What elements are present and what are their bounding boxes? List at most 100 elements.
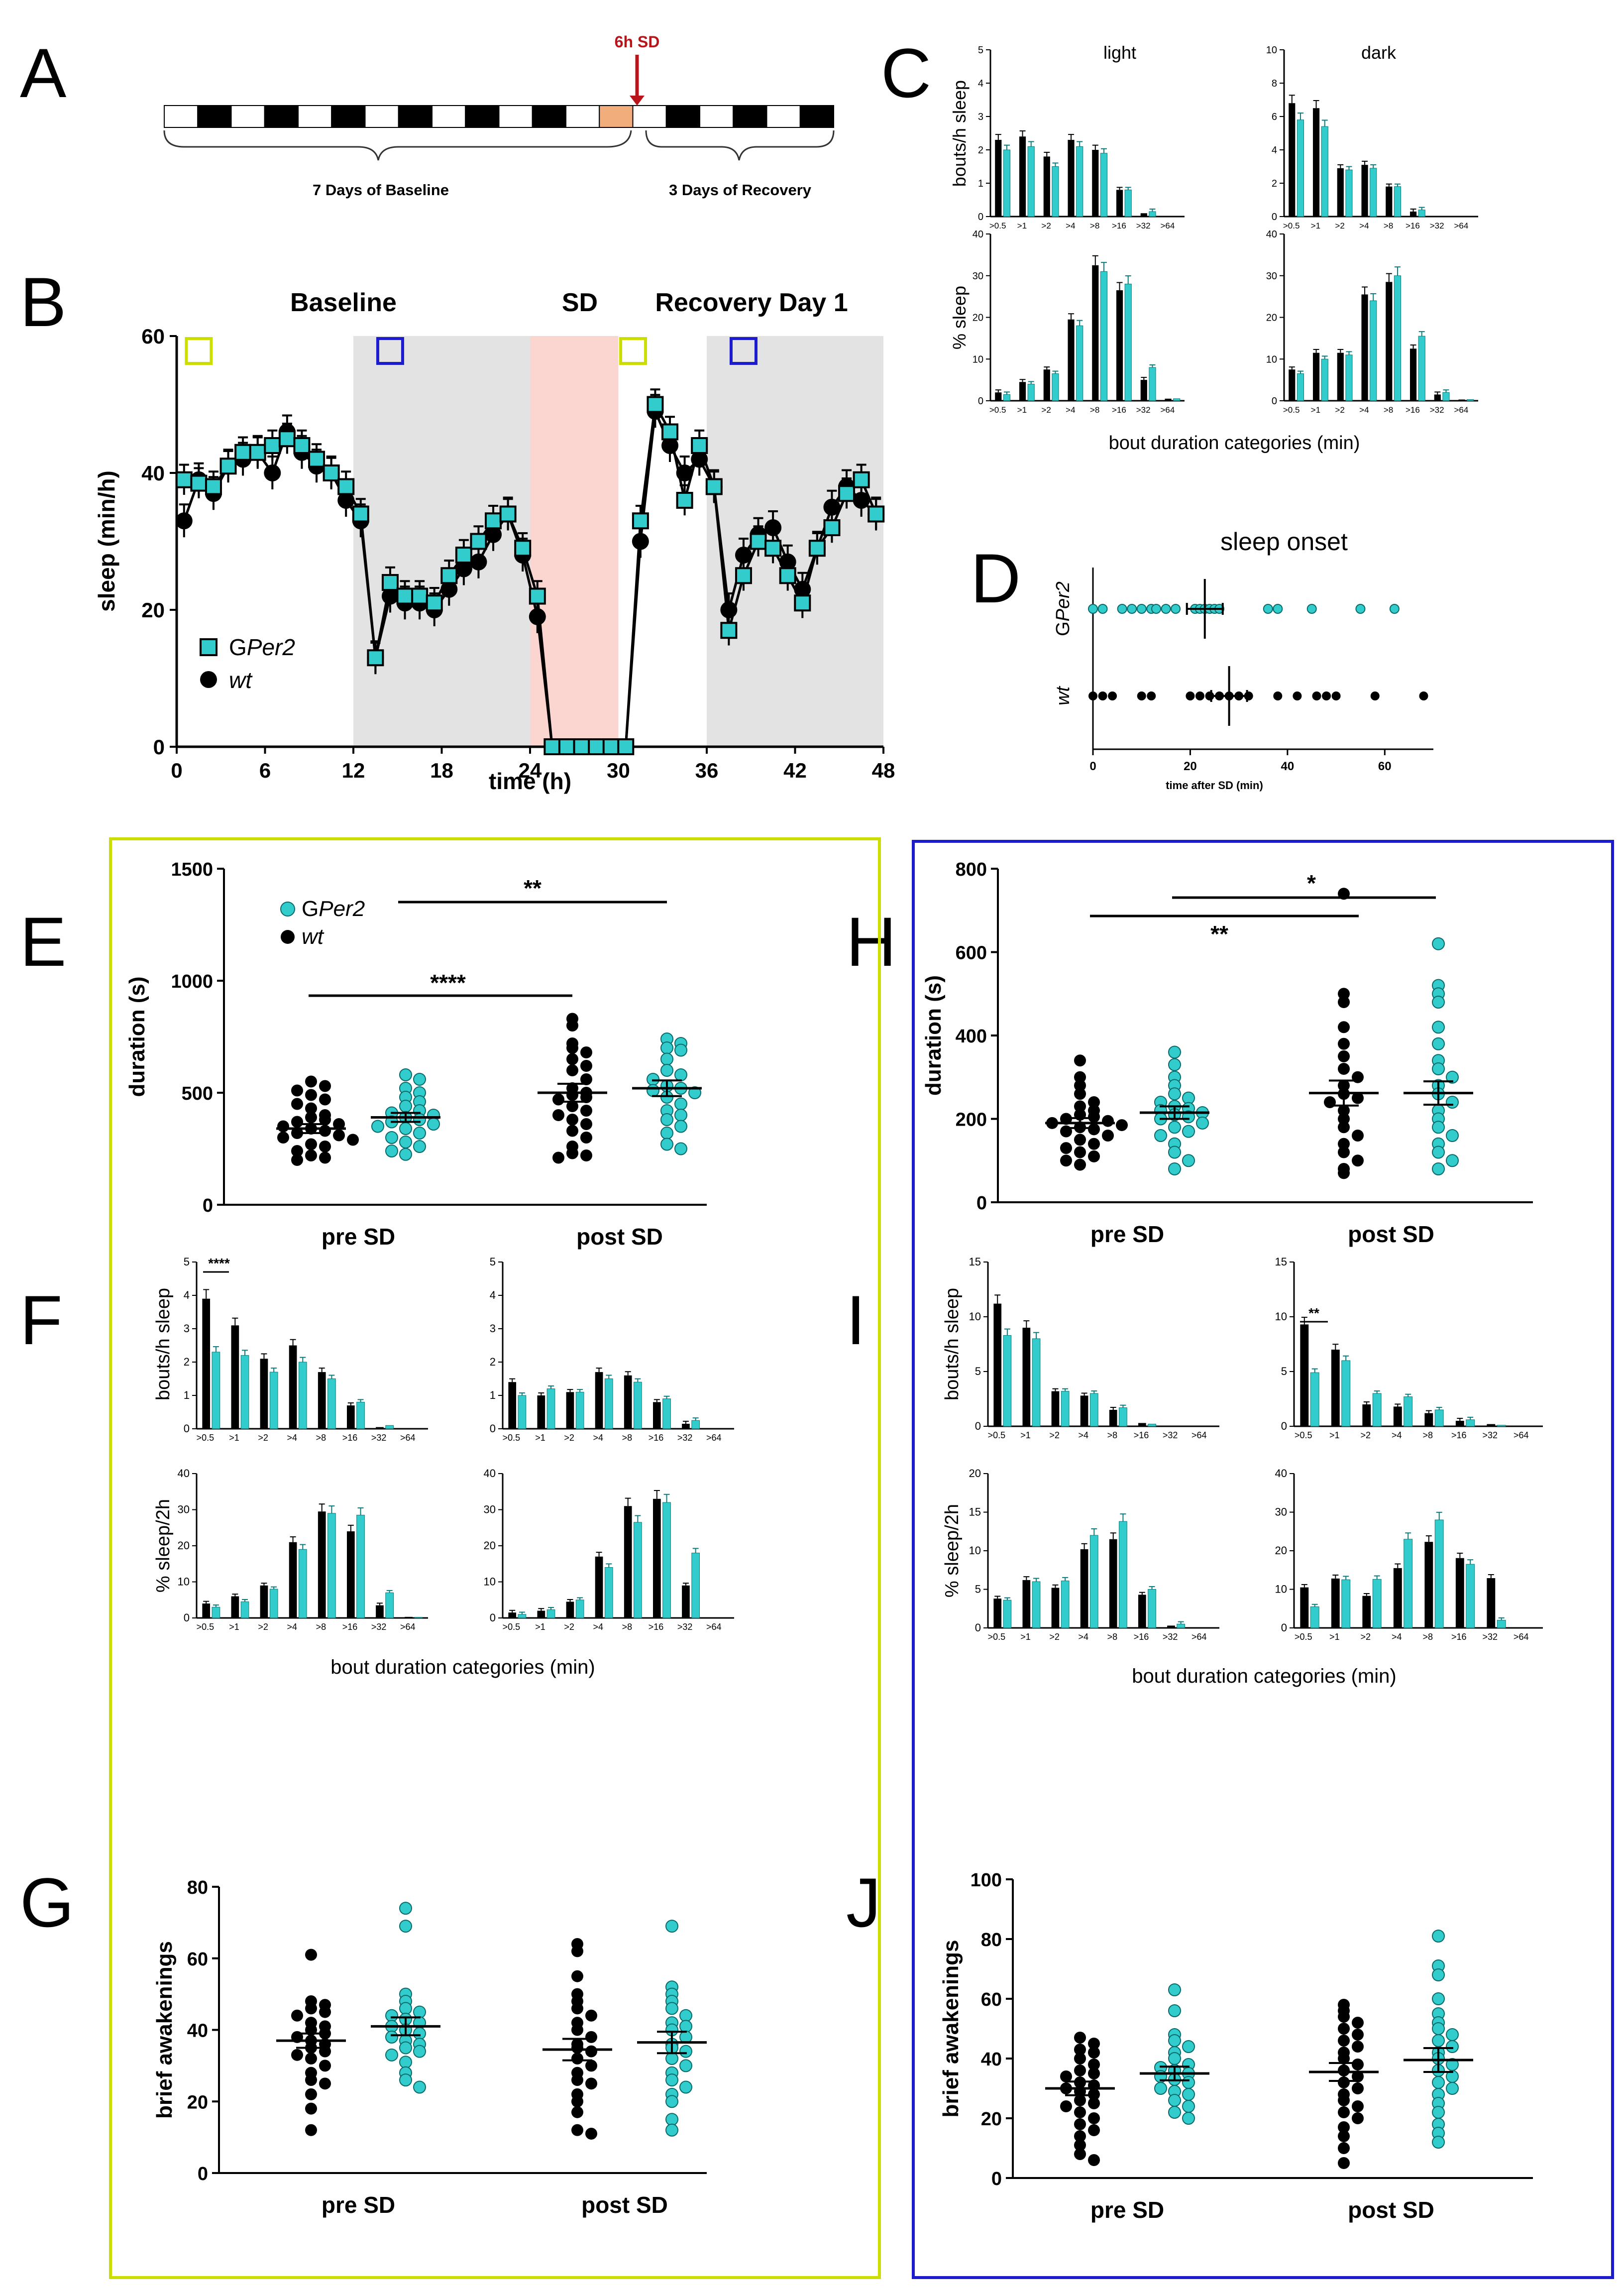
bar-category-label: >0.5 [197,1433,215,1443]
legend-wt-label: wt [302,924,325,949]
wt-bar [652,1498,661,1618]
gper2-bar [1434,1519,1444,1628]
bar-category-label: >32 [371,1622,387,1632]
wt-dot [1074,1079,1086,1092]
wt-dot [1338,2130,1350,2142]
y-tick-label: 0 [976,1193,987,1214]
gper2-dot [1432,2106,1445,2119]
bar-category-label: >16 [1451,1430,1467,1440]
wt-dot [585,2077,597,2090]
group-label: pre SD [322,2192,395,2218]
wt-dot [1352,2041,1364,2053]
gper2-point [853,471,870,488]
wt-dot [319,1093,331,1106]
wt-bar [260,1359,268,1429]
gper2-point [573,738,590,755]
x-tick-label: 24 [519,759,542,782]
bar-y-tick-label: 30 [1266,271,1277,282]
wt-dot [566,1053,578,1065]
bar-category-label: >8 [1384,221,1393,230]
gper2-bar [691,1420,700,1429]
bar-category-label: >2 [564,1622,574,1632]
bar-y-tick-label: 5 [978,45,983,56]
wt-bar [231,1325,239,1429]
bar-category-label: >8 [1107,1430,1118,1440]
wt-dot [1338,2106,1350,2118]
bar-y-tick-label: 2 [184,1356,190,1368]
gper2-dot [399,2056,412,2069]
gper2-dot [385,1145,398,1157]
gper2-point [352,505,369,523]
gper2-bar [1345,169,1353,217]
timeline-block [599,105,634,128]
wt-dot [333,1129,345,1142]
gper2-bar [1404,1396,1413,1427]
panel-letter-c: C [881,34,931,112]
bar-y-tick-label: 20 [1275,1544,1287,1557]
wt-bar [1312,108,1320,217]
gper2-bar [1124,284,1132,401]
wt-bar [1424,1413,1433,1426]
x-tick-label: 12 [342,759,365,782]
gper2-point [219,458,237,475]
wt-dot [1338,1063,1350,1075]
bar-y-tick-label: 40 [973,229,983,240]
bar-category-label: >32 [1482,1632,1498,1642]
baseline-dark-shade [353,336,530,747]
gper2-point [720,622,738,639]
bar-category-label: >16 [649,1622,664,1632]
bar-category-label: >64 [1160,221,1175,230]
x-axis-label: bout duration categories (min) [1109,433,1360,454]
wt-point [823,498,841,516]
gper2-onset-point [1389,604,1400,614]
bar-category-label: >0.5 [197,1622,215,1632]
wt-bar [566,1602,574,1618]
bar-y-tick-label: 10 [1275,1583,1287,1596]
phase-label-recovery: Recovery Day 1 [655,288,848,317]
wt-dot [1352,2059,1364,2070]
gper2-bar [1052,373,1059,401]
wt-dot [277,1132,289,1144]
group-label: post SD [581,2192,668,2218]
wt-bar [1080,1549,1088,1628]
gper2-bar [385,1592,394,1618]
gper2-dot [679,2020,692,2033]
panel-title-light: light [1103,42,1136,63]
bar-category-label: >64 [1454,405,1468,415]
wt-dot [580,1046,592,1058]
gper2-point [278,430,296,448]
bar-category-label: >4 [1066,405,1075,415]
gper2-bar [1372,1579,1382,1628]
panel-g-scatter: 0 20 40 60 80 pre SD post SD brief awakenings [152,1877,707,2218]
panel-letter-g: G [20,1863,74,1942]
timeline-block [230,105,265,128]
gper2-bar [327,1513,336,1618]
gper2-bar [327,1378,336,1429]
gper2-point [514,540,532,557]
wt-dot [1338,1138,1350,1150]
gper2-bar [1119,1521,1127,1628]
bar-category-label: >0.5 [1283,221,1300,230]
bar-category-label: >32 [1430,221,1444,230]
gper2-bar [1027,146,1035,217]
gper2-dot [1182,1125,1195,1138]
wt-dot [1102,1115,1114,1127]
wt-onset-point [1147,691,1156,700]
gper2-dot [1446,1096,1459,1109]
wt-dot [1338,996,1350,1008]
gper2-bar [1372,1393,1382,1427]
wt-dot [566,1125,578,1137]
bar-category-label: >64 [1514,1632,1529,1642]
wt-dot [1088,2059,1100,2070]
gper2-dot [1168,1058,1181,1071]
legend-gper2-label: GPer2 [302,897,365,921]
wt-bar [995,392,1002,401]
wt-dot [571,2002,583,2015]
time-window-box [729,337,758,365]
gper2-dot [1432,1146,1445,1159]
bar-category-label: >4 [1392,1632,1402,1642]
bar-y-tick-label: 2 [490,1356,496,1368]
wt-bar [1167,1625,1175,1628]
wt-dot [585,2060,597,2072]
bar-y-tick-label: 3 [184,1322,190,1335]
